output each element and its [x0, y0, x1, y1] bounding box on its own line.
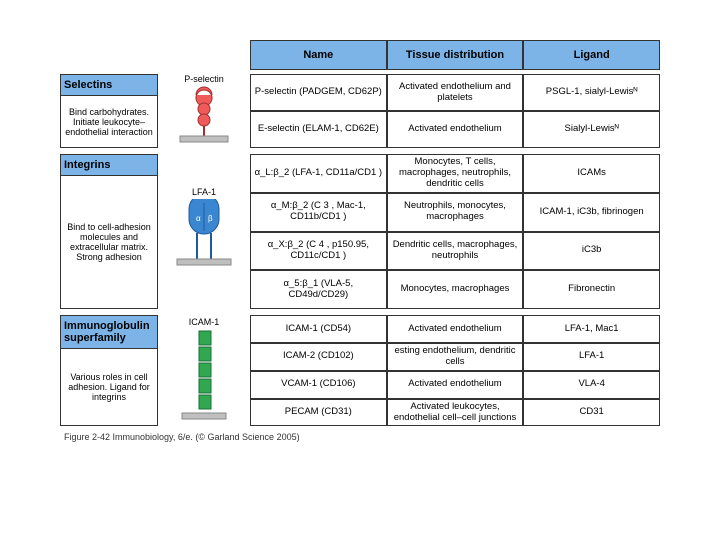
table-cell: iC3b	[523, 232, 660, 271]
header-spacer-diagram	[158, 40, 250, 70]
integrin-diagram-label: LFA-1	[192, 187, 216, 197]
igsf-diagram: ICAM-1	[158, 315, 250, 426]
integrins-leftcol: Integrins Bind to cell-adhesion molecule…	[60, 154, 158, 309]
table-cell: Monocytes, macrophages	[387, 270, 524, 309]
selectins-desc: Bind carbohydrates. Initiate leukocyte–e…	[61, 96, 157, 147]
table-cell: E-selectin (ELAM-1, CD62E)	[250, 111, 387, 148]
selectins-title: Selectins	[61, 75, 157, 96]
header-spacer-left	[60, 40, 158, 70]
table-cell: VCAM-1 (CD106)	[250, 371, 387, 399]
table-cell: Activated endothelium	[387, 111, 524, 148]
igsf-desc: Various roles in cell adhesion. Ligand f…	[61, 349, 157, 425]
table-cell: ICAMs	[523, 154, 660, 193]
igsf-leftcol: Immunoglobulin superfamily Various roles…	[60, 315, 158, 426]
section-integrins: Integrins Bind to cell-adhesion molecule…	[60, 154, 660, 309]
section-selectins: Selectins Bind carbohydrates. Initiate l…	[60, 74, 660, 148]
table-cell: Monocytes, T cells, macrophages, neutrop…	[387, 154, 524, 193]
table-cell: PSGL-1, sialyl-Lewisᴺ	[523, 74, 660, 111]
table-cell: CD31	[523, 399, 660, 427]
table-cell: α_M:β_2 (C 3 , Mac-1, CD11b/CD1 )	[250, 193, 387, 232]
table-cell: Activated endothelium and platelets	[387, 74, 524, 111]
table-cell: LFA-1, Mac1	[523, 315, 660, 343]
igsf-grid: ICAM-1 (CD54) Activated endothelium LFA-…	[250, 315, 660, 426]
selectin-diagram-label: P-selectin	[184, 74, 224, 84]
svg-text:β: β	[208, 214, 213, 223]
table-cell: α_L:β_2 (LFA-1, CD11a/CD1 )	[250, 154, 387, 193]
igsf-icon	[174, 329, 234, 425]
table-cell: ICAM-2 (CD102)	[250, 343, 387, 371]
table-cell: Dendritic cells, macrophages, neutrophil…	[387, 232, 524, 271]
integrins-desc: Bind to cell-adhesion molecules and extr…	[61, 176, 157, 308]
page-root: Name Tissue distribution Ligand Selectin…	[0, 0, 720, 462]
integrin-icon: α β	[169, 199, 239, 277]
table-cell: α_5:β_1 (VLA-5, CD49d/CD29)	[250, 270, 387, 309]
table-cell: α_X:β_2 (C 4 , p150.95, CD11c/CD1 )	[250, 232, 387, 271]
integrins-diagram: LFA-1 α β	[158, 154, 250, 309]
header-section: Name Tissue distribution Ligand	[60, 40, 660, 70]
table-cell: Sialyl-Lewisᴺ	[523, 111, 660, 148]
table-cell: VLA-4	[523, 371, 660, 399]
header-grid: Name Tissue distribution Ligand	[250, 40, 660, 70]
table-cell: Activated leukocytes, endothelial cell–c…	[387, 399, 524, 427]
integrins-title: Integrins	[61, 155, 157, 176]
table-cell: ICAM-1 (CD54)	[250, 315, 387, 343]
table-cell: ICAM-1, iC3b, fibrinogen	[523, 193, 660, 232]
selectins-grid: P-selectin (PADGEM, CD62P) Activated end…	[250, 74, 660, 148]
col-header-name: Name	[250, 40, 387, 70]
table-cell: Activated endothelium	[387, 315, 524, 343]
figure-caption: Figure 2-42 Immunobiology, 6/e. (© Garla…	[64, 432, 660, 442]
col-header-ligand: Ligand	[523, 40, 660, 70]
integrins-grid: α_L:β_2 (LFA-1, CD11a/CD1 ) Monocytes, T…	[250, 154, 660, 309]
table-cell: Fibronectin	[523, 270, 660, 309]
table-cell: Activated endothelium	[387, 371, 524, 399]
selectin-icon	[174, 86, 234, 148]
table-cell: LFA-1	[523, 343, 660, 371]
section-igsf: Immunoglobulin superfamily Various roles…	[60, 315, 660, 426]
col-header-tissue: Tissue distribution	[387, 40, 524, 70]
table-cell: PECAM (CD31)	[250, 399, 387, 427]
table-cell: esting endothelium, dendritic cells	[387, 343, 524, 371]
svg-text:α: α	[196, 214, 201, 223]
igsf-diagram-label: ICAM-1	[189, 317, 220, 327]
table-cell: P-selectin (PADGEM, CD62P)	[250, 74, 387, 111]
selectins-leftcol: Selectins Bind carbohydrates. Initiate l…	[60, 74, 158, 148]
selectins-diagram: P-selectin	[158, 74, 250, 148]
table-cell: Neutrophils, monocytes, macrophages	[387, 193, 524, 232]
igsf-title: Immunoglobulin superfamily	[61, 316, 157, 349]
